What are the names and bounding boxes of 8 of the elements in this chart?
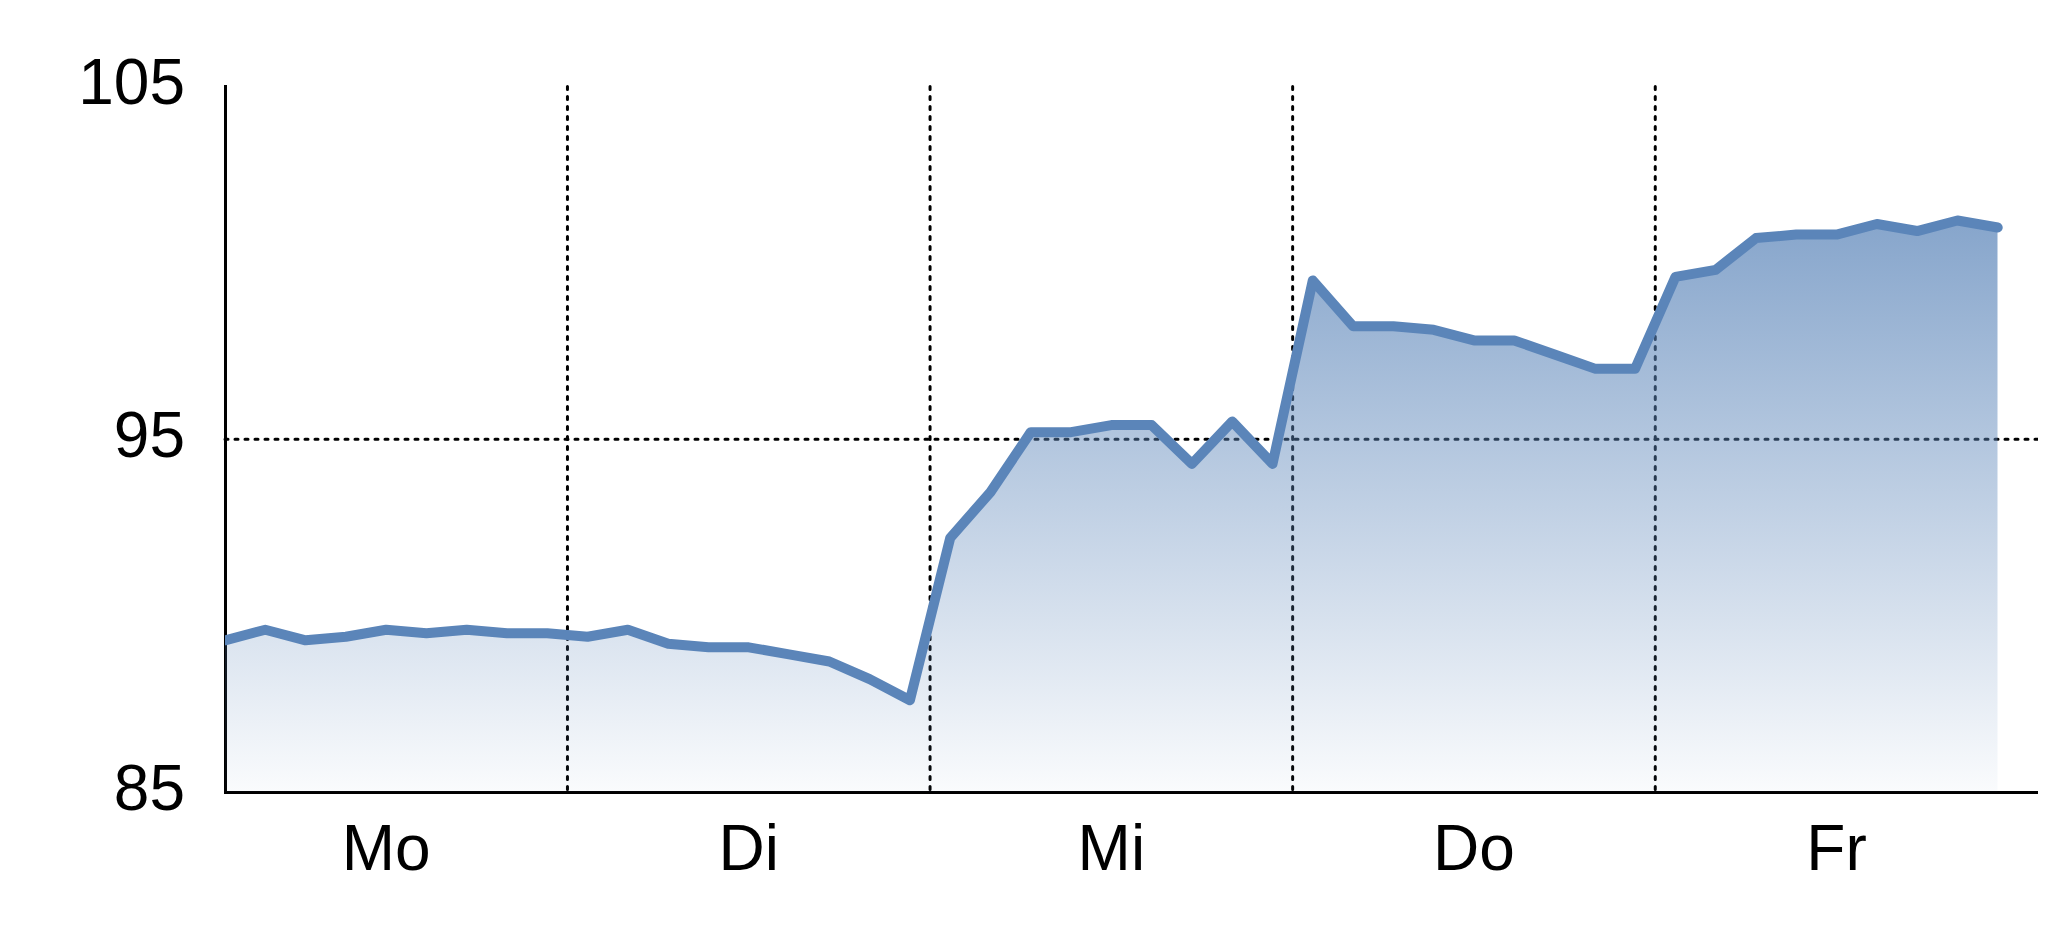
x-tick-label: Fr	[1806, 812, 1867, 885]
x-tick-label: Di	[718, 812, 779, 885]
x-tick-label: Do	[1433, 812, 1515, 885]
x-tick-label: Mo	[341, 812, 431, 885]
y-tick-label: 95	[113, 398, 185, 471]
x-tick-label: Mi	[1077, 812, 1146, 885]
y-tick-label: 105	[78, 46, 185, 119]
y-tick-label: 85	[113, 751, 185, 824]
